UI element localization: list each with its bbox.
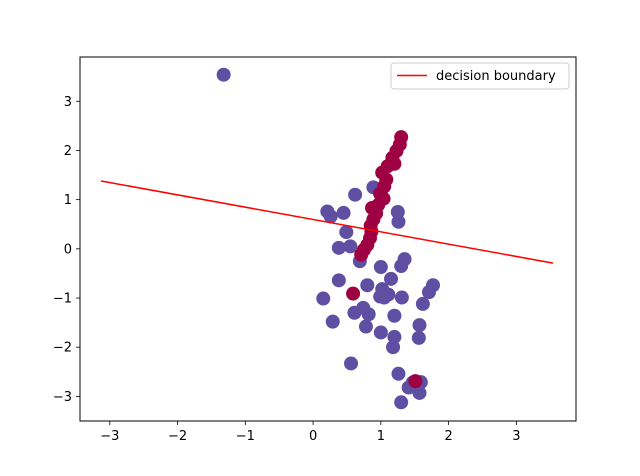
data-point-class-0 [411,330,426,345]
x-tick-label: −3 [100,429,119,444]
data-point-class-0 [386,340,401,355]
y-tick-label: 3 [64,95,72,110]
data-point-class-1 [346,286,361,301]
x-tick-label: 0 [309,429,317,444]
data-point-class-0 [394,395,409,410]
data-point-class-0 [316,291,331,306]
data-point-class-0 [377,290,392,305]
y-tick-label: 2 [64,144,72,159]
data-points-layer [216,67,441,410]
x-axis: −3 −2 −1 0 1 2 3 [100,421,521,444]
data-point-class-0 [336,205,351,220]
data-point-class-0 [384,271,399,286]
legend: decision boundary [390,62,570,90]
data-point-class-0 [331,273,346,288]
data-point-class-0 [323,209,338,224]
data-point-class-0 [387,329,402,344]
data-point-class-0 [361,307,376,322]
legend-label: decision boundary [436,69,556,84]
data-point-class-0 [394,259,409,274]
data-point-class-0 [391,214,406,229]
data-point-class-0 [348,187,363,202]
data-point-class-0 [358,319,373,334]
y-tick-label: −3 [53,390,72,405]
data-point-class-0 [373,325,388,340]
data-point-class-0 [373,260,388,275]
legend-box [390,62,570,90]
data-point-class-0 [344,356,359,371]
data-point-class-0 [343,239,358,254]
data-point-class-0 [412,385,427,400]
data-point-class-0 [360,278,375,293]
y-tick-label: 0 [64,242,72,257]
x-tick-label: 1 [377,429,385,444]
boundary-line-layer [100,180,554,264]
data-point-class-0 [331,240,346,255]
x-tick-label: 2 [444,429,452,444]
data-point-class-1 [354,247,369,262]
data-point-class-0 [216,67,231,82]
data-point-class-0 [325,314,340,329]
y-axis: −3 −2 −1 0 1 2 3 [53,95,80,405]
data-point-class-0 [394,290,409,305]
data-point-class-0 [412,318,427,333]
plot-area [80,57,576,421]
data-point-class-0 [339,225,354,240]
y-tick-label: −2 [53,341,72,356]
y-tick-label: −1 [53,292,72,307]
x-tick-label: 3 [512,429,520,444]
decision-boundary-line [100,180,554,264]
data-point-class-0 [387,308,402,323]
data-point-class-0 [391,366,406,381]
y-tick-label: 1 [64,193,72,208]
x-tick-label: −1 [236,429,255,444]
data-point-class-1 [408,374,423,389]
data-point-class-0 [415,296,430,311]
data-point-class-0 [421,285,436,300]
plot-frame [79,56,577,422]
x-tick-label: −2 [168,429,187,444]
